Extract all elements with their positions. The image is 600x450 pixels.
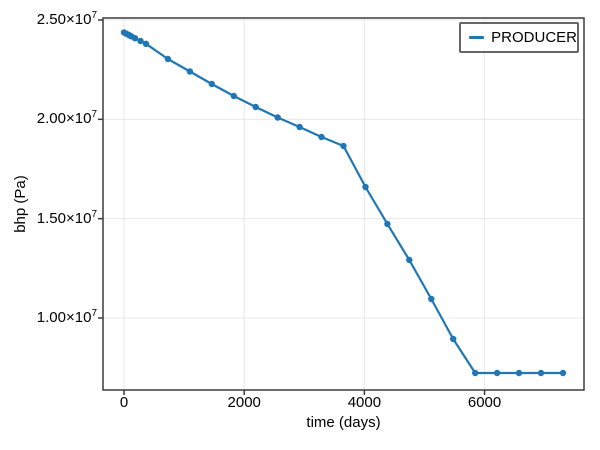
data-point-marker (450, 335, 457, 343)
y-tick-label: 1.00×107 (36, 308, 97, 327)
data-point-marker (164, 55, 172, 63)
data-point-marker (340, 142, 347, 150)
data-point-marker (515, 369, 523, 377)
y-axis-title: bhp (Pa) (12, 175, 29, 233)
legend-box: PRODUCER (459, 22, 579, 53)
x-tick-label: 6000 (467, 394, 502, 411)
producer-series-line (123, 31, 563, 375)
y-tick-label: 2.50×107 (36, 9, 97, 28)
data-point-marker (493, 369, 501, 377)
data-point-marker (406, 256, 413, 264)
data-point-marker (186, 68, 194, 75)
data-point-marker (230, 92, 237, 100)
legend-label: PRODUCER (491, 29, 577, 46)
data-point-marker (252, 103, 259, 111)
data-point-marker (296, 123, 303, 131)
data-point-marker (428, 295, 435, 303)
data-point-marker (559, 369, 567, 377)
x-axis-title: time (days) (306, 414, 381, 431)
data-point-marker (362, 183, 369, 191)
x-tick-label: 0 (119, 394, 129, 411)
data-point-marker (142, 40, 150, 47)
data-point-marker (384, 220, 391, 228)
data-point-marker (537, 369, 545, 377)
data-point-marker (318, 133, 325, 141)
producer-series-markers (120, 29, 567, 377)
data-point-marker (208, 80, 215, 88)
data-point-marker (137, 37, 144, 45)
legend-line-swatch (469, 36, 485, 39)
x-tick-label: 2000 (227, 394, 261, 411)
x-tick-label: 4000 (347, 394, 382, 411)
data-point-marker (131, 35, 139, 42)
y-tick-label: 1.50×107 (36, 208, 97, 227)
plot-frame (102, 17, 585, 391)
y-tick-label: 2.00×107 (36, 109, 97, 128)
data-point-marker (472, 369, 479, 377)
data-point-marker (274, 114, 281, 121)
